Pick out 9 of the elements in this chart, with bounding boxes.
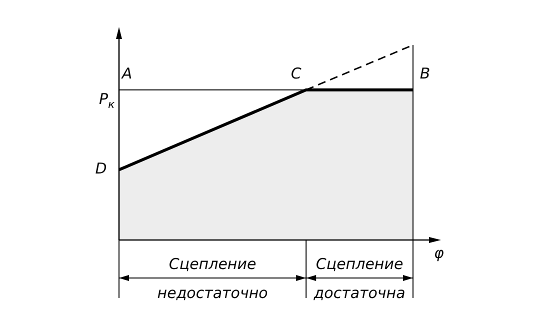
text: Сцепление [168, 254, 256, 273]
text: D [95, 160, 107, 178]
annotation: C [290, 64, 302, 83]
annotation: A [120, 64, 132, 83]
text: B [420, 64, 430, 83]
text: Сцепление [316, 254, 404, 273]
text: достаточна [312, 284, 406, 302]
x-axis-title: φ [434, 244, 444, 262]
text: недостаточно [157, 284, 268, 302]
